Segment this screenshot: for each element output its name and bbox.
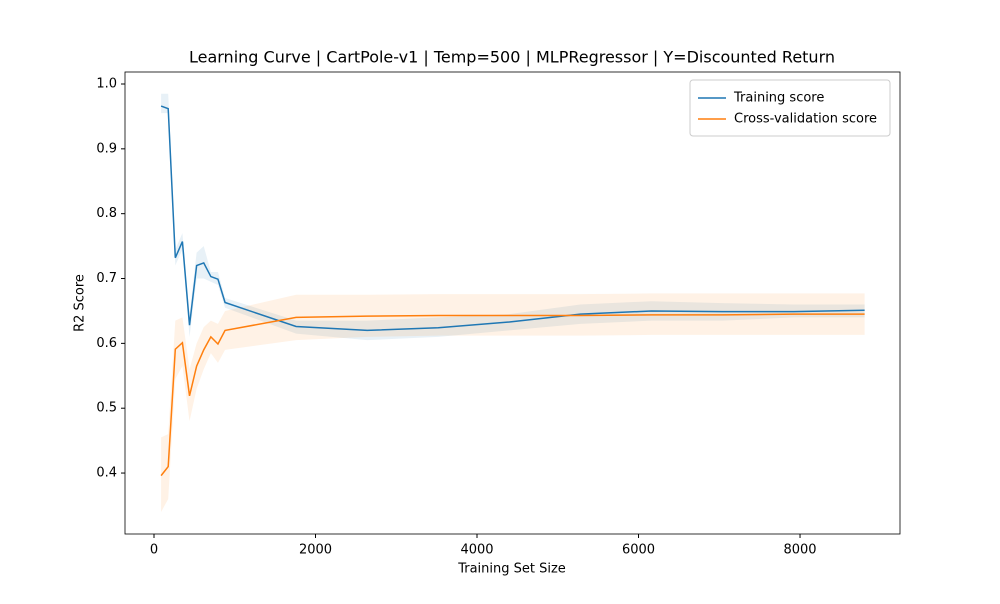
x-tick-label: 8000 — [783, 543, 816, 558]
x-tick-label: 0 — [150, 543, 158, 558]
x-axis-label: Training Set Size — [457, 562, 566, 577]
legend-label: Training score — [733, 91, 824, 106]
y-tick-label: 0.5 — [96, 401, 117, 416]
x-tick-label: 4000 — [460, 543, 493, 558]
x-tick-label: 6000 — [622, 543, 655, 558]
y-tick-label: 1.0 — [96, 76, 117, 91]
y-tick-label: 0.9 — [96, 141, 117, 156]
y-tick-label: 0.8 — [96, 206, 117, 221]
plot-frame — [124, 71, 901, 535]
y-tick-label: 0.4 — [96, 466, 117, 481]
series-line — [160, 105, 865, 332]
y-axis-label: R2 Score — [73, 274, 88, 332]
y-tick-label: 0.6 — [96, 336, 117, 351]
chart-title: Learning Curve | CartPole-v1 | Temp=500 … — [189, 48, 835, 67]
x-tick-label: 2000 — [299, 543, 332, 558]
std-band — [161, 293, 865, 512]
legend-label: Cross-validation score — [734, 112, 877, 127]
std-band — [161, 93, 865, 341]
series-line — [160, 313, 865, 477]
y-tick-label: 0.7 — [96, 271, 117, 286]
legend-box — [689, 79, 891, 137]
